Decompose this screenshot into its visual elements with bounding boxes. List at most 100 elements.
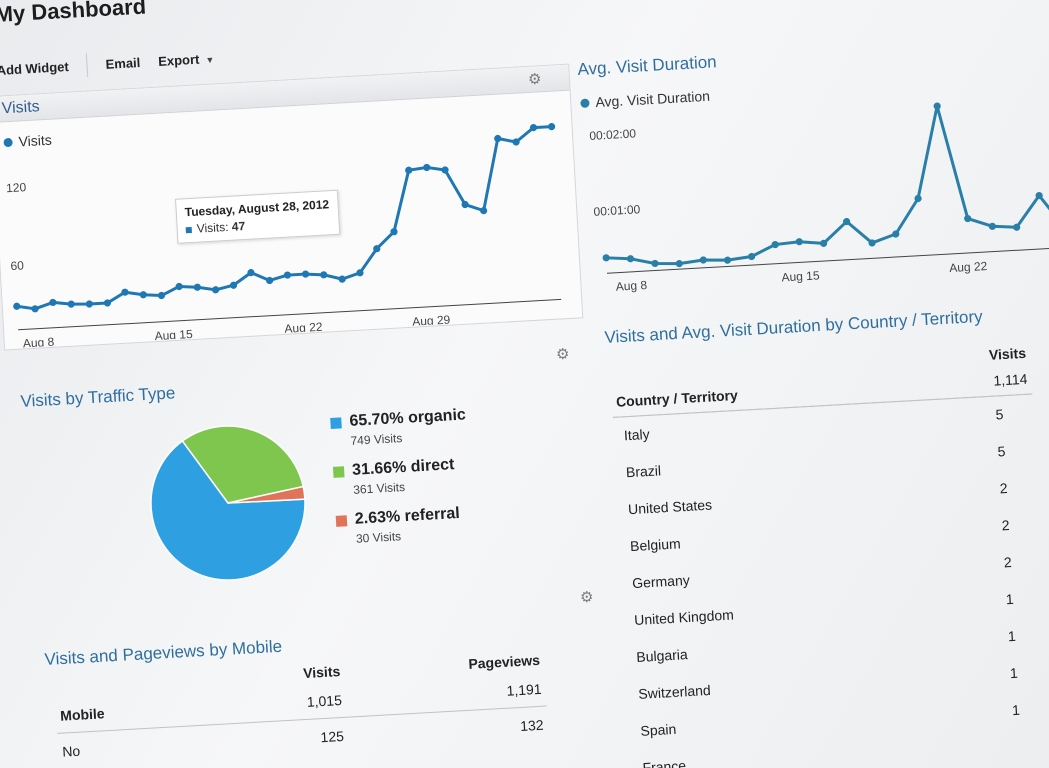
data-point[interactable] bbox=[843, 217, 851, 226]
data-point[interactable] bbox=[988, 222, 997, 231]
visits-legend-dot-icon bbox=[3, 137, 13, 147]
data-point[interactable] bbox=[480, 207, 488, 215]
data-point[interactable] bbox=[441, 166, 449, 174]
pie-slice-direct[interactable] bbox=[181, 425, 305, 504]
country-visits: 2 bbox=[1001, 516, 1010, 533]
data-point[interactable] bbox=[229, 281, 238, 289]
x-tick-label: Aug 15 bbox=[154, 327, 193, 343]
traffic-legend: 65.70% organic 749 Visits 31.66% direct … bbox=[330, 406, 473, 560]
x-tick-label: Aug 15 bbox=[781, 268, 820, 284]
data-point[interactable] bbox=[103, 299, 112, 307]
direct-visits: 361 Visits bbox=[352, 479, 406, 497]
data-point[interactable] bbox=[699, 256, 707, 264]
data-point[interactable] bbox=[964, 214, 972, 223]
data-point[interactable] bbox=[373, 245, 381, 253]
data-point[interactable] bbox=[1013, 223, 1021, 231]
data-point[interactable] bbox=[283, 271, 292, 279]
data-point[interactable] bbox=[193, 283, 202, 291]
x-axis-line bbox=[606, 247, 1049, 274]
y-tick-label: 00:02:00 bbox=[589, 126, 637, 143]
duration-widget-title: Avg. Visit Duration bbox=[577, 52, 718, 79]
duration-line-chart[interactable]: 00:02:00 00:01:00 Aug 8 Aug 15 Aug 22 bbox=[588, 86, 1049, 312]
data-point[interactable] bbox=[390, 228, 398, 236]
country-visits: 2 bbox=[1003, 553, 1013, 570]
data-point[interactable] bbox=[747, 252, 756, 261]
data-point[interactable] bbox=[121, 288, 129, 296]
data-point[interactable] bbox=[547, 122, 556, 131]
data-point[interactable] bbox=[85, 300, 94, 308]
data-point[interactable] bbox=[529, 124, 538, 132]
visits-widget: Visits Visits 120 60 Aug 8 Aug 15 Aug 22 Aug … bbox=[0, 63, 584, 351]
x-tick-label: Aug 29 bbox=[412, 313, 451, 329]
traffic-settings-gear-icon[interactable]: ⚙ bbox=[556, 346, 570, 363]
tooltip-value: 47 bbox=[231, 218, 246, 234]
x-tick-label: Aug 22 bbox=[284, 320, 323, 336]
data-point[interactable] bbox=[266, 276, 274, 285]
data-point[interactable] bbox=[405, 166, 413, 174]
data-point[interactable] bbox=[933, 102, 941, 110]
country-visits: 1 bbox=[1011, 701, 1021, 718]
data-point[interactable] bbox=[723, 256, 732, 264]
email-button[interactable]: Email bbox=[105, 54, 141, 72]
mobile-settings-gear-icon[interactable]: ⚙ bbox=[580, 589, 594, 606]
mobile-row-visits: 125 bbox=[320, 727, 345, 745]
data-point[interactable] bbox=[512, 138, 520, 146]
export-label: Export bbox=[157, 51, 200, 69]
data-point[interactable] bbox=[31, 305, 39, 313]
tooltip-label: Visits: bbox=[196, 219, 229, 236]
data-point[interactable] bbox=[819, 239, 828, 248]
country-widget-title: Visits and Avg. Visit Duration by Countr… bbox=[604, 306, 984, 347]
data-point[interactable] bbox=[1035, 191, 1043, 200]
country-visits bbox=[943, 726, 1049, 768]
data-point[interactable] bbox=[49, 298, 57, 307]
data-point[interactable] bbox=[175, 282, 183, 291]
data-point[interactable] bbox=[626, 255, 635, 263]
data-point[interactable] bbox=[892, 230, 900, 238]
data-point[interactable] bbox=[651, 259, 659, 268]
duration-legend-dot-icon bbox=[580, 97, 590, 108]
data-point[interactable] bbox=[139, 291, 147, 299]
x-tick-label: Aug 22 bbox=[949, 259, 988, 275]
country-visits: 1 bbox=[1005, 590, 1015, 607]
data-point[interactable] bbox=[868, 239, 876, 247]
pie-slice-referral[interactable] bbox=[227, 485, 306, 504]
visits-settings-gear-icon[interactable]: ⚙ bbox=[528, 71, 542, 88]
x-tick-label: Aug 8 bbox=[22, 335, 54, 348]
data-point[interactable] bbox=[914, 194, 922, 203]
referral-visits: 30 Visits bbox=[355, 529, 402, 546]
data-point[interactable] bbox=[338, 275, 346, 283]
data-point[interactable] bbox=[247, 269, 255, 277]
data-point[interactable] bbox=[13, 302, 21, 310]
referral-swatch bbox=[335, 514, 348, 527]
page-title: My Dashboard bbox=[0, 0, 147, 27]
data-point[interactable] bbox=[795, 238, 803, 246]
data-point[interactable] bbox=[461, 200, 469, 209]
series-square-icon bbox=[185, 226, 192, 234]
data-point[interactable] bbox=[67, 300, 75, 308]
add-widget-button[interactable]: Add Widget bbox=[0, 58, 70, 78]
export-button[interactable]: Export ▼ bbox=[158, 49, 233, 68]
traffic-widget-title: Visits by Traffic Type bbox=[20, 383, 176, 411]
data-point[interactable] bbox=[675, 260, 683, 268]
pie-slice-organic[interactable] bbox=[150, 439, 306, 581]
data-point[interactable] bbox=[212, 286, 220, 294]
legend-entry-organic: 65.70% organic 749 Visits bbox=[330, 406, 467, 449]
direct-label: 31.66% direct bbox=[351, 456, 455, 479]
data-point[interactable] bbox=[301, 270, 310, 278]
data-point[interactable] bbox=[356, 269, 364, 277]
chart-tooltip: Tuesday, August 28, 2012 Visits: 47 bbox=[175, 189, 340, 244]
data-point[interactable] bbox=[771, 240, 779, 249]
data-point[interactable] bbox=[157, 291, 166, 300]
data-point[interactable] bbox=[423, 163, 431, 172]
data-point[interactable] bbox=[602, 254, 610, 262]
x-tick-label: Aug 8 bbox=[615, 278, 647, 294]
country-table: Visits Country / Territory 1,114 Italy 5 B… bbox=[610, 342, 1049, 768]
traffic-pie-chart[interactable] bbox=[143, 418, 313, 588]
visits-line-chart[interactable]: 120 60 Aug 8 Aug 15 Aug 22 Aug 29 bbox=[4, 117, 574, 348]
data-point[interactable] bbox=[494, 134, 502, 143]
mobile-total-visits: 1,015 bbox=[306, 691, 343, 710]
data-point[interactable] bbox=[320, 271, 328, 279]
country-visits: 1 bbox=[1007, 627, 1017, 644]
country-visits: 5 bbox=[995, 405, 1004, 423]
legend-entry-direct: 31.66% direct 361 Visits bbox=[332, 455, 470, 498]
